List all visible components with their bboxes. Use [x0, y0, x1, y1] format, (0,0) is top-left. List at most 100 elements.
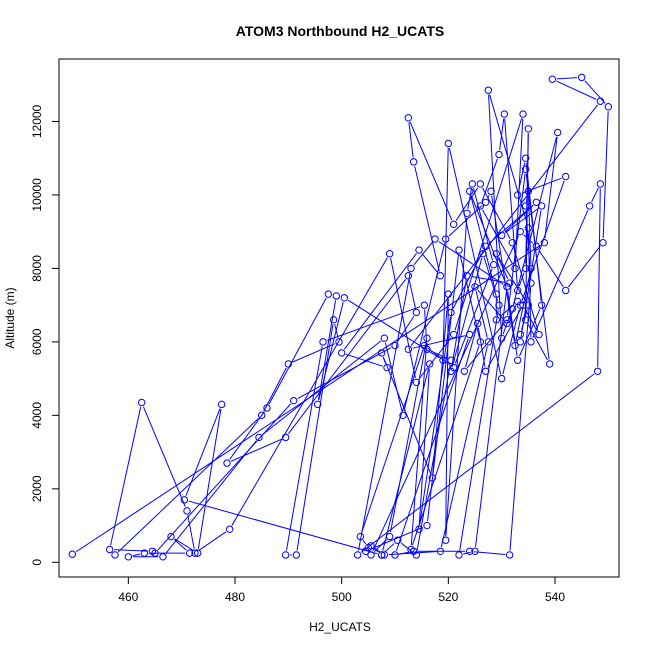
- data-point: [404, 114, 413, 122]
- series-segment: [384, 342, 403, 412]
- y-tick-label: 0: [30, 559, 44, 566]
- data-point: [423, 334, 431, 342]
- series-segment: [502, 309, 520, 375]
- data-point: [436, 272, 445, 280]
- series-segment: [427, 254, 459, 522]
- data-point: [329, 316, 338, 324]
- series-segment: [296, 324, 334, 551]
- series-segment: [403, 243, 446, 412]
- series-segment: [132, 553, 141, 557]
- series-segment: [455, 187, 479, 221]
- series-segment: [470, 195, 496, 290]
- data-point: [527, 279, 535, 287]
- series-segment: [454, 118, 523, 331]
- series-segment: [390, 258, 416, 378]
- plot-frame: [58, 58, 620, 578]
- data-point: [391, 551, 399, 559]
- data-point: [508, 305, 517, 313]
- series-segment: [287, 279, 407, 435]
- data-point: [407, 264, 415, 273]
- series-segment: [474, 551, 506, 556]
- data-point: [524, 301, 533, 309]
- series-segment: [374, 548, 379, 553]
- series-segment: [117, 418, 259, 553]
- data-point: [527, 338, 535, 346]
- series-segment: [556, 80, 597, 100]
- series-segment: [597, 188, 601, 367]
- series-segment: [504, 118, 518, 286]
- data-point: [455, 246, 463, 254]
- series-segment: [544, 136, 558, 239]
- data-point: [513, 191, 522, 199]
- data-point: [497, 334, 506, 342]
- data-point: [324, 290, 333, 298]
- data-point: [596, 97, 605, 105]
- series-segment: [538, 249, 564, 287]
- series-segment: [285, 346, 323, 551]
- data-point: [380, 551, 389, 559]
- series-segment: [388, 551, 436, 556]
- series-segment: [512, 136, 558, 305]
- data-point: [521, 154, 530, 162]
- series-segment: [475, 291, 507, 547]
- y-tick-label: 12000: [30, 104, 44, 138]
- data-point: [337, 349, 346, 357]
- data-point: [479, 250, 487, 258]
- data-point: [524, 125, 533, 133]
- series-segment: [198, 531, 227, 551]
- data-point: [257, 411, 266, 420]
- data-point: [223, 459, 231, 467]
- data-point: [463, 209, 471, 217]
- series-segment: [187, 515, 195, 549]
- data-point: [281, 551, 290, 559]
- data-point: [415, 525, 423, 533]
- data-point: [412, 551, 421, 559]
- data-point: [449, 220, 458, 229]
- data-point: [532, 242, 541, 251]
- data-point: [548, 75, 557, 83]
- series-segment: [231, 257, 388, 526]
- series-segment: [452, 250, 485, 309]
- data-point: [511, 264, 519, 273]
- series-segment: [424, 309, 428, 345]
- data-point: [500, 110, 509, 118]
- data-point: [527, 264, 535, 273]
- data-point: [463, 272, 471, 280]
- x-tick-label: 480: [225, 590, 245, 604]
- data-point: [167, 532, 175, 541]
- data-point: [465, 547, 474, 555]
- series-segment: [475, 291, 488, 338]
- series-segment: [369, 526, 424, 551]
- data-point: [183, 507, 191, 515]
- data-point: [481, 198, 490, 206]
- series-segment: [361, 349, 424, 533]
- series-segment: [504, 208, 539, 234]
- series-segment: [448, 147, 502, 375]
- data-point: [521, 316, 530, 324]
- data-point: [505, 551, 514, 559]
- data-point: [465, 187, 474, 195]
- series-segment: [229, 411, 265, 460]
- data-point: [519, 110, 527, 118]
- series-segment: [525, 210, 532, 279]
- series-segment: [499, 304, 515, 318]
- series-segment: [584, 80, 606, 104]
- data-point: [503, 316, 511, 324]
- series-segment: [416, 364, 451, 551]
- data-point: [281, 433, 290, 442]
- data-point: [447, 308, 455, 317]
- series-segment: [408, 122, 414, 158]
- data-point: [519, 301, 527, 309]
- series-segment: [521, 309, 528, 331]
- series-segment: [451, 280, 467, 367]
- series-segment: [360, 373, 595, 553]
- data-point: [444, 290, 453, 298]
- data-point: [524, 187, 533, 195]
- series-segment: [142, 406, 186, 507]
- data-point: [537, 202, 546, 210]
- data-point: [497, 374, 506, 383]
- data-point: [521, 165, 530, 173]
- data-point: [471, 547, 479, 555]
- series-segment: [188, 500, 378, 555]
- series-segment: [357, 272, 411, 551]
